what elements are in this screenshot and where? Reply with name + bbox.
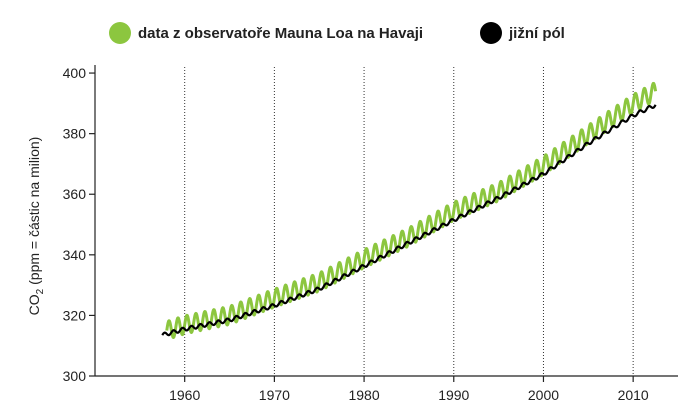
legend: data z observatoře Mauna Loa na Havaji j… [109,22,565,44]
legend-marker-south-pole [480,22,502,44]
series-line-mauna-loa [165,81,658,339]
data-series [161,81,658,339]
x-axis-ticks: 1960 1970 1980 1990 2000 2010 [169,376,649,403]
y-axis-title: CO2 (ppm = částic na milion) [26,137,46,316]
x-tick-label-1960: 1960 [169,387,200,403]
y-tick-label-360: 360 [63,186,87,202]
legend-label-south-pole: jižní pól [508,25,565,42]
series-line-south-pole [161,104,657,337]
y-tick-label-380: 380 [63,126,87,142]
y-tick-label-400: 400 [63,65,87,81]
x-tick-label-2000: 2000 [528,387,559,403]
y-tick-label-320: 320 [63,307,87,323]
x-tick-label-1970: 1970 [259,387,290,403]
y-axis-ticks: 300 320 340 360 380 400 [63,65,95,384]
axes [94,65,678,377]
legend-marker-mauna-loa [109,22,131,44]
x-tick-label-1980: 1980 [348,387,379,403]
legend-label-mauna-loa: data z observatoře Mauna Loa na Havaji [138,25,423,42]
x-tick-label-2010: 2010 [618,387,649,403]
vertical-grid [184,67,634,376]
y-tick-label-300: 300 [63,368,87,384]
x-tick-label-1990: 1990 [438,387,469,403]
y-tick-label-340: 340 [63,247,87,263]
